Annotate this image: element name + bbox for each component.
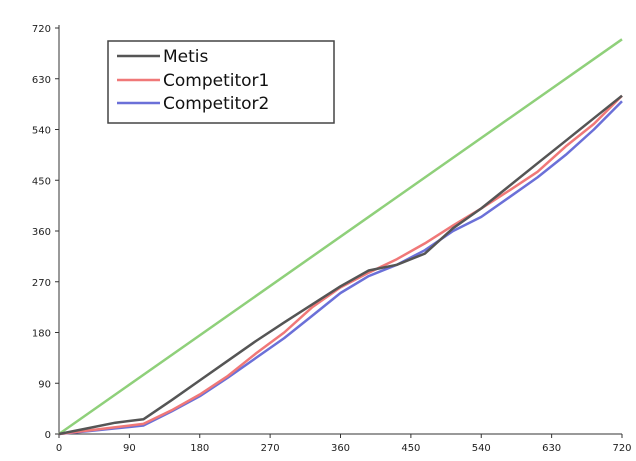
x-tick-label: 360	[331, 443, 350, 454]
x-tick-label: 270	[261, 443, 280, 454]
x-tick-label: 540	[472, 443, 491, 454]
y-tick-label: 180	[32, 329, 51, 340]
x-tick-label: 0	[56, 443, 62, 454]
legend-label-metis: Metis	[163, 47, 209, 67]
x-ticks: 0 90 180 270 360 450 540 630 720	[56, 434, 632, 454]
series-line-competitor2	[58, 100, 623, 436]
series-line-reference	[58, 38, 623, 436]
legend-label-competitor1: Competitor1	[163, 71, 269, 91]
y-tick-label: 0	[45, 430, 51, 441]
series-line-metis	[58, 94, 623, 436]
y-tick-label: 540	[32, 126, 51, 137]
x-tick-label: 90	[123, 443, 136, 454]
x-tick-label: 630	[542, 443, 561, 454]
series-lines	[58, 38, 623, 436]
x-tick-label: 450	[401, 443, 420, 454]
legend-label-competitor2: Competitor2	[163, 94, 269, 114]
y-tick-label: 630	[32, 75, 51, 86]
y-ticks: 0 90 180 270 360 450 540 630 720	[32, 24, 59, 441]
y-tick-label: 90	[38, 379, 51, 390]
y-tick-label: 360	[32, 227, 51, 238]
x-tick-label: 720	[612, 443, 631, 454]
legend: Metis Competitor1 Competitor2	[107, 40, 335, 124]
series-line-competitor1	[58, 94, 623, 436]
y-tick-label: 270	[32, 278, 51, 289]
legend-box	[107, 40, 335, 124]
y-tick-label: 450	[32, 176, 51, 187]
y-tick-label: 720	[32, 24, 51, 35]
x-tick-label: 180	[190, 443, 209, 454]
